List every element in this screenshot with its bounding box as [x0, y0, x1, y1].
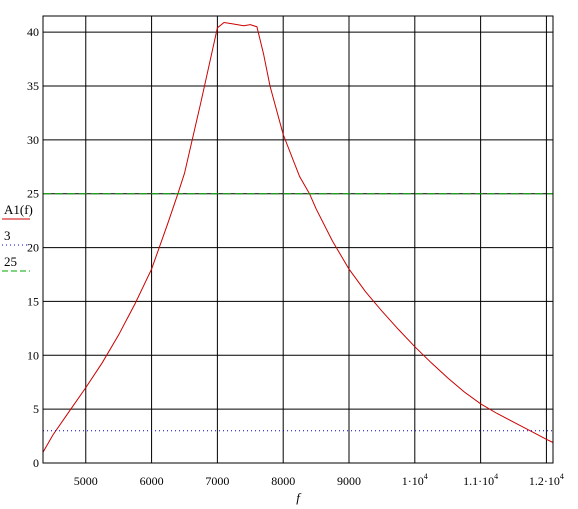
legend-label: A1(f): [4, 202, 33, 217]
y-tick-labels: 0 5 10 15 20 25 30 35 40: [27, 25, 39, 470]
y-tick-label: 40: [27, 25, 39, 39]
x-tick-label: 8000: [271, 474, 295, 488]
x-tick-labels: 5000 6000 7000 8000 9000 1·104 1.1·104 1.2·104: [74, 472, 564, 488]
legend-label: 25: [4, 254, 17, 269]
grid: [43, 16, 553, 464]
legend-label: 3: [4, 228, 11, 243]
x-tick-label: 1·104: [402, 472, 428, 488]
plot-frame: [42, 15, 554, 464]
y-tick-label: 30: [27, 133, 39, 147]
x-tick-label: 1.2·104: [529, 472, 564, 488]
y-tick-label: 5: [33, 402, 39, 416]
y-tick-label: 10: [27, 348, 39, 362]
x-tick-label: 1.1·104: [463, 472, 498, 488]
y-tick-label: 20: [27, 241, 39, 255]
x-tick-label: 9000: [337, 474, 361, 488]
y-tick-label: 35: [27, 79, 39, 93]
x-tick-label: 6000: [140, 474, 164, 488]
y-tick-label: 25: [27, 187, 39, 201]
legend: A1(f) 3 25: [2, 202, 33, 272]
series-layer: [42, 21, 554, 453]
x-tick-label: 7000: [205, 474, 229, 488]
y-tick-label: 15: [27, 294, 39, 308]
x-axis-label: f: [296, 490, 302, 505]
y-tick-label: 0: [33, 456, 39, 470]
series-line-A1(f): [42, 21, 554, 453]
x-tick-label: 5000: [74, 474, 98, 488]
